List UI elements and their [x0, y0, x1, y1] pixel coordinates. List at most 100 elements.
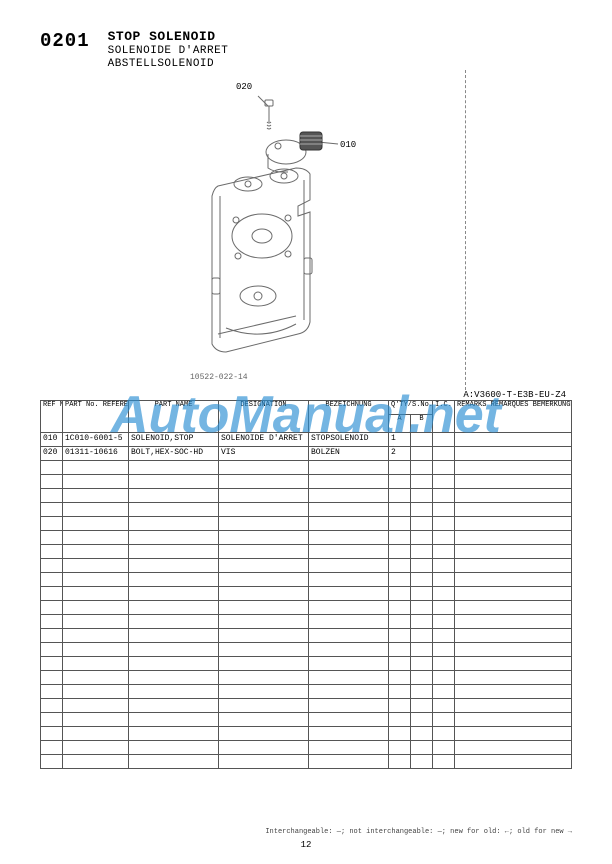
cell-empty	[433, 713, 455, 727]
cell-empty	[219, 587, 309, 601]
cell-empty	[411, 741, 433, 755]
cell-empty	[63, 727, 129, 741]
cell-empty	[63, 517, 129, 531]
table-row-empty	[41, 517, 572, 531]
cell-empty	[41, 643, 63, 657]
cell-empty	[411, 475, 433, 489]
table-row-empty	[41, 755, 572, 769]
cell-empty	[63, 503, 129, 517]
cell-empty	[389, 517, 411, 531]
cell-empty	[63, 573, 129, 587]
cell-empty	[63, 587, 129, 601]
exploded-diagram: 020 010 10522-022-14	[40, 78, 572, 388]
cell-empty	[41, 713, 63, 727]
cell-empty	[219, 755, 309, 769]
cell-empty	[219, 531, 309, 545]
cell-empty	[411, 517, 433, 531]
cell-empty	[389, 685, 411, 699]
page-header: 0201 STOP SOLENOID SOLENOIDE D'ARRET ABS…	[40, 30, 572, 70]
cell-empty	[129, 643, 219, 657]
cell-empty	[129, 531, 219, 545]
cell-empty	[219, 741, 309, 755]
cell-empty	[41, 727, 63, 741]
cell-empty	[389, 615, 411, 629]
title-de: ABSTELLSOLENOID	[108, 58, 229, 71]
cell-empty	[63, 643, 129, 657]
cell-empty	[309, 713, 389, 727]
hdr-bez: BEZEICHNUNG	[309, 401, 389, 433]
cell-empty	[63, 489, 129, 503]
cell-empty	[129, 601, 219, 615]
diagram-svg	[40, 78, 572, 388]
cell-empty	[309, 671, 389, 685]
cell-empty	[129, 517, 219, 531]
cell-empty	[411, 643, 433, 657]
cell-empty	[309, 461, 389, 475]
cell-empty	[411, 755, 433, 769]
cell-empty	[389, 601, 411, 615]
cell-empty	[129, 503, 219, 517]
cell-empty	[433, 615, 455, 629]
cell-empty	[455, 531, 572, 545]
cell-empty	[41, 601, 63, 615]
table-row-empty	[41, 601, 572, 615]
cell-empty	[433, 699, 455, 713]
cell-empty	[455, 489, 572, 503]
hdr-qb: B	[411, 415, 433, 433]
cell-empty	[129, 461, 219, 475]
cell-empty	[389, 503, 411, 517]
cell-empty	[433, 517, 455, 531]
cell-empty	[389, 755, 411, 769]
cell-empty	[309, 615, 389, 629]
cell-empty	[63, 713, 129, 727]
cell-empty	[455, 699, 572, 713]
cell-empty	[411, 671, 433, 685]
cell-empty	[389, 461, 411, 475]
cell-empty	[389, 531, 411, 545]
cell-empty	[433, 587, 455, 601]
cell-empty	[219, 573, 309, 587]
cell-empty	[411, 727, 433, 741]
cell-empty	[411, 713, 433, 727]
cell-empty	[433, 573, 455, 587]
table-row-empty	[41, 741, 572, 755]
cell-empty	[411, 685, 433, 699]
hdr-ic: I.C.	[433, 401, 455, 433]
cell-empty	[411, 629, 433, 643]
cell-empty	[219, 713, 309, 727]
cell-empty	[389, 545, 411, 559]
callout-020: 020	[236, 82, 252, 92]
cell-empty	[63, 615, 129, 629]
cell-desig: SOLENOIDE D'ARRET	[219, 433, 309, 447]
cell-empty	[411, 601, 433, 615]
hdr-qa: A	[389, 415, 411, 433]
cell-empty	[389, 657, 411, 671]
cell-empty	[309, 685, 389, 699]
cell-empty	[309, 545, 389, 559]
model-code: A:V3600-T-E3B-EU-Z4	[40, 390, 572, 400]
cell-empty	[63, 755, 129, 769]
cell-empty	[219, 601, 309, 615]
parts-catalog-page: 0201 STOP SOLENOID SOLENOIDE D'ARRET ABS…	[0, 0, 612, 864]
cell-empty	[411, 587, 433, 601]
table-row-empty	[41, 461, 572, 475]
table-row-empty	[41, 699, 572, 713]
cell-empty	[129, 671, 219, 685]
cell-empty	[63, 545, 129, 559]
cell-empty	[389, 713, 411, 727]
cell-empty	[129, 699, 219, 713]
cell-rem	[455, 447, 572, 461]
table-row-empty	[41, 657, 572, 671]
cell-empty	[389, 587, 411, 601]
cell-empty	[41, 517, 63, 531]
cell-empty	[433, 727, 455, 741]
cell-empty	[455, 643, 572, 657]
cell-empty	[309, 503, 389, 517]
cell-empty	[309, 657, 389, 671]
cell-empty	[63, 601, 129, 615]
cell-ref: 010	[41, 433, 63, 447]
cell-empty	[41, 573, 63, 587]
cell-empty	[309, 629, 389, 643]
cell-empty	[455, 615, 572, 629]
cell-empty	[219, 461, 309, 475]
